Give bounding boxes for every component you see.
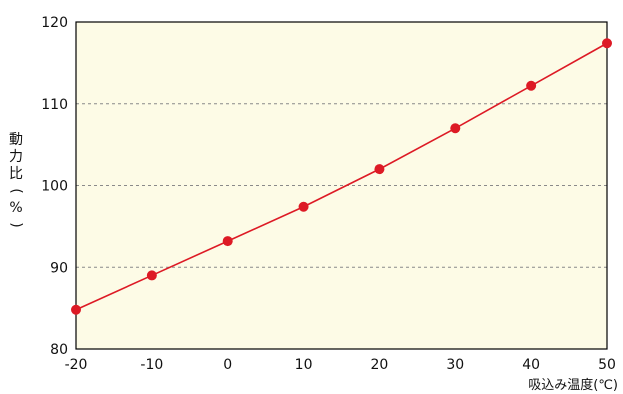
y-tick-labels: 80 90 100 110 120 — [41, 15, 68, 358]
x-tick-label: -20 — [65, 357, 88, 373]
data-point — [146, 270, 157, 281]
y-axis-label-char: 比 — [9, 166, 23, 182]
x-tick-label: 20 — [371, 357, 389, 373]
data-point — [222, 236, 233, 247]
data-point — [602, 38, 612, 49]
x-axis-label: 吸込み温度(℃) — [528, 377, 618, 393]
x-tick-labels: -20 -10 0 10 20 30 40 50 — [65, 357, 616, 373]
y-axis-label-char: % — [9, 200, 22, 216]
x-tick-label: 10 — [295, 357, 313, 373]
data-point — [71, 304, 81, 315]
y-axis-label-char: 動 — [9, 132, 23, 148]
x-tick-label: 40 — [522, 357, 540, 373]
y-axis-label-char: ) — [8, 222, 24, 227]
data-point — [450, 123, 461, 134]
y-tick-label: 110 — [41, 97, 68, 113]
y-tick-label: 90 — [50, 260, 68, 276]
data-point — [298, 201, 309, 212]
y-tick-label: 120 — [41, 15, 68, 31]
x-tick-label: 0 — [223, 357, 232, 373]
y-tick-label: 80 — [50, 342, 68, 358]
y-tick-label: 100 — [41, 179, 68, 195]
y-axis-label-char: ( — [8, 188, 24, 193]
y-axis-label: 動力比 (%) — [8, 132, 24, 228]
y-axis-label-char: 力 — [9, 149, 23, 165]
x-tick-label: 50 — [598, 357, 616, 373]
series-layer — [71, 38, 612, 315]
x-tick-label: 30 — [446, 357, 464, 373]
series-line — [75, 42, 608, 311]
grid-lines — [76, 103, 607, 268]
data-point — [526, 80, 537, 91]
x-tick-label: -10 — [140, 357, 163, 373]
data-point — [374, 164, 385, 175]
plot-frame — [75, 21, 608, 350]
